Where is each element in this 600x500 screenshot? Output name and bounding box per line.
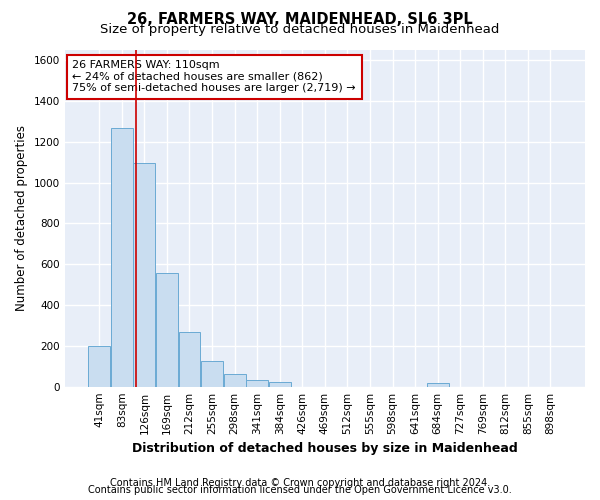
Bar bbox=[133, 163, 155, 386]
X-axis label: Distribution of detached houses by size in Maidenhead: Distribution of detached houses by size … bbox=[132, 442, 518, 455]
Bar bbox=[156, 274, 178, 386]
Bar bbox=[179, 332, 200, 386]
Text: Contains public sector information licensed under the Open Government Licence v3: Contains public sector information licen… bbox=[88, 485, 512, 495]
Bar bbox=[88, 346, 110, 387]
Text: Contains HM Land Registry data © Crown copyright and database right 2024.: Contains HM Land Registry data © Crown c… bbox=[110, 478, 490, 488]
Y-axis label: Number of detached properties: Number of detached properties bbox=[15, 126, 28, 312]
Text: 26, FARMERS WAY, MAIDENHEAD, SL6 3PL: 26, FARMERS WAY, MAIDENHEAD, SL6 3PL bbox=[127, 12, 473, 28]
Bar bbox=[201, 361, 223, 386]
Bar bbox=[246, 380, 268, 386]
Bar bbox=[269, 382, 290, 386]
Text: Size of property relative to detached houses in Maidenhead: Size of property relative to detached ho… bbox=[100, 22, 500, 36]
Bar bbox=[111, 128, 133, 386]
Text: 26 FARMERS WAY: 110sqm
← 24% of detached houses are smaller (862)
75% of semi-de: 26 FARMERS WAY: 110sqm ← 24% of detached… bbox=[73, 60, 356, 94]
Bar bbox=[427, 382, 449, 386]
Bar bbox=[224, 374, 245, 386]
